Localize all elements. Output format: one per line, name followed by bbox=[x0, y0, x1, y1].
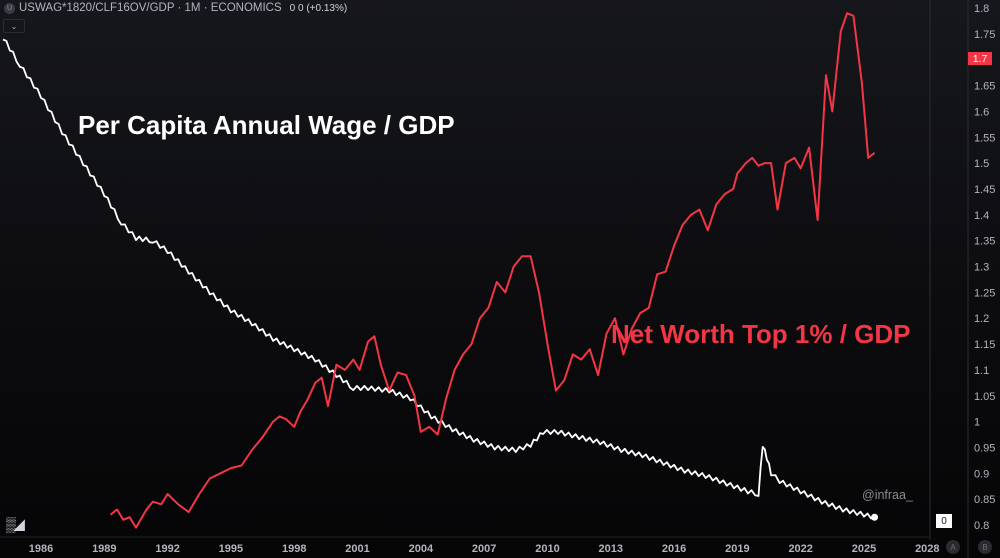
collapse-button[interactable]: ⌄ bbox=[3, 19, 25, 33]
y-tick-label: 1.1 bbox=[974, 365, 989, 377]
y-tick-label: 1.35 bbox=[974, 236, 995, 248]
y-tick-label: 0.9 bbox=[974, 468, 989, 480]
y-tick-label: 1.3 bbox=[974, 262, 989, 274]
x-tick-label: 2010 bbox=[535, 543, 559, 555]
x-tick-label: 2013 bbox=[599, 543, 623, 555]
x-tick-label: 1995 bbox=[219, 543, 243, 555]
x-tick-label: 2007 bbox=[472, 543, 496, 555]
auto-scale-button[interactable]: A bbox=[946, 540, 960, 554]
y-tick-label: 1.25 bbox=[974, 287, 995, 299]
last-price-tag: 1.7 bbox=[968, 52, 992, 65]
x-axis[interactable]: 1986 1989 1992 1995 1998 2001 2004 2007 2010 2013… bbox=[29, 543, 940, 555]
y-tick-label: 1.4 bbox=[974, 210, 989, 222]
y-tick-label: 0.8 bbox=[974, 520, 989, 532]
y-tick-label: 0.85 bbox=[974, 494, 995, 506]
symbol-values: 0 0 (+0.13%) bbox=[289, 2, 348, 14]
series-group bbox=[2, 12, 879, 529]
zero-value-box: 0 bbox=[936, 514, 952, 528]
tradingview-logo-icon[interactable]: ▒◢ bbox=[6, 516, 25, 532]
x-tick-label: 2004 bbox=[409, 543, 434, 555]
y-tick-label: 1.45 bbox=[974, 184, 995, 196]
x-tick-label: 2025 bbox=[852, 543, 876, 555]
wage-annotation: Per Capita Annual Wage / GDP bbox=[78, 110, 455, 140]
y-tick-label: 1.6 bbox=[974, 106, 989, 118]
chart-header: U USWAG*1820/CLF16OV/GDP · 1M · ECONOMIC… bbox=[4, 2, 347, 14]
y-tick-label: 1.05 bbox=[974, 391, 995, 403]
y-tick-label: 1.5 bbox=[974, 158, 989, 170]
watermark: @infraa_ bbox=[862, 488, 913, 502]
last-point-marker bbox=[871, 513, 879, 521]
x-tick-label: 1998 bbox=[282, 543, 306, 555]
y-tick-label: 1.8 bbox=[974, 3, 989, 15]
x-tick-label: 2019 bbox=[725, 543, 749, 555]
log-scale-button[interactable]: B bbox=[978, 540, 992, 554]
symbol-icon[interactable]: U bbox=[4, 2, 15, 14]
networth-annotation: Net Worth Top 1% / GDP bbox=[611, 319, 911, 349]
networth-gdp-line[interactable] bbox=[109, 12, 876, 529]
y-tick-label: 1 bbox=[974, 417, 980, 429]
y-tick-label: 0.95 bbox=[974, 442, 995, 454]
y-tick-label: 1.55 bbox=[974, 132, 995, 144]
y-tick-label: 1.2 bbox=[974, 313, 989, 325]
y-tick-label: 1.65 bbox=[974, 81, 995, 93]
x-tick-label: 2022 bbox=[788, 543, 812, 555]
x-tick-label: 1986 bbox=[29, 543, 53, 555]
y-tick-label: 1.15 bbox=[974, 339, 995, 351]
x-tick-label: 2001 bbox=[345, 543, 369, 555]
x-tick-label: 1992 bbox=[155, 543, 179, 555]
x-tick-label: 2028 bbox=[915, 543, 939, 555]
y-axis[interactable]: 1.81.751.71.651.61.551.51.451.41.351.31.… bbox=[974, 3, 995, 532]
y-tick-label: 1.75 bbox=[974, 29, 995, 41]
x-tick-label: 2016 bbox=[662, 543, 686, 555]
x-tick-label: 1989 bbox=[92, 543, 116, 555]
chevron-down-icon: ⌄ bbox=[10, 21, 18, 31]
symbol-title[interactable]: USWAG*1820/CLF16OV/GDP · 1M · ECONOMICS bbox=[19, 2, 282, 14]
